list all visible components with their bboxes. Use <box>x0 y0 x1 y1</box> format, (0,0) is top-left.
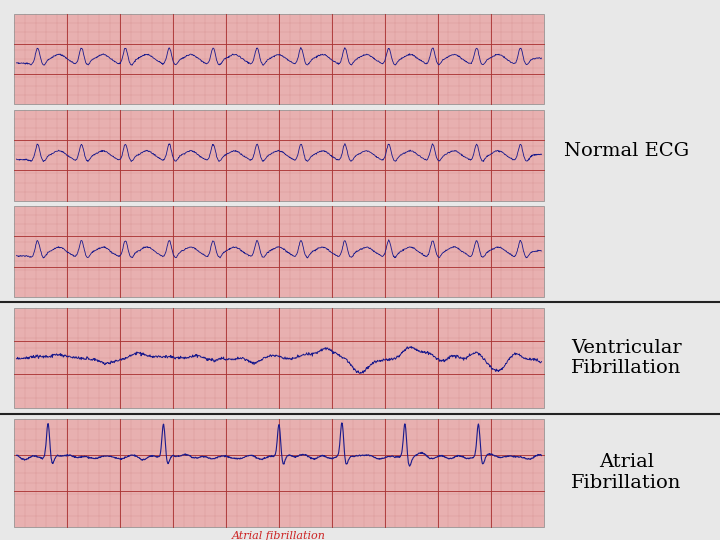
Bar <box>14 206 544 297</box>
Text: Atrial
Fibrillation: Atrial Fibrillation <box>571 453 682 492</box>
Bar <box>14 418 544 526</box>
Text: Ventricular
Fibrillation: Ventricular Fibrillation <box>571 339 682 377</box>
Bar <box>14 110 544 201</box>
Bar <box>14 308 544 408</box>
Text: Normal ECG: Normal ECG <box>564 142 689 160</box>
Text: Atrial fibrillation: Atrial fibrillation <box>232 531 326 540</box>
Bar <box>14 14 544 104</box>
